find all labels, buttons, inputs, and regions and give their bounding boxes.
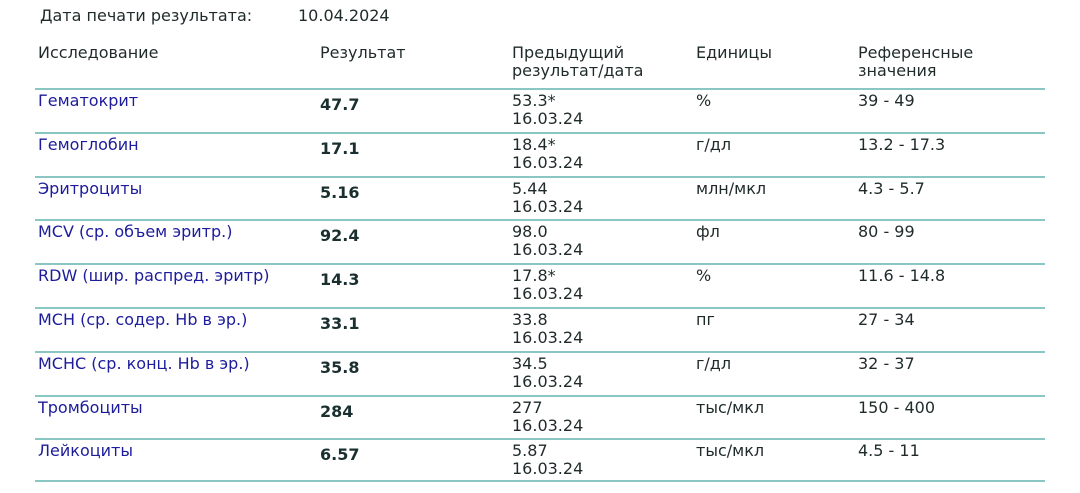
table-row: Лейкоциты 6.57 5.87 16.03.24 тыс/мкл 4.5 - 11 — [35, 438, 1045, 483]
test-result: 33.1 — [320, 313, 360, 333]
test-name: MCH (ср. содер. Hb в эр.) — [38, 309, 248, 329]
reference-range: 39 - 49 — [858, 91, 915, 110]
previous-date: 16.03.24 — [512, 459, 584, 479]
previous-value: 33.8 — [512, 309, 548, 329]
table-row: MCHC (ср. конц. Hb в эр.) 35.8 34.5 16.03.2… — [35, 350, 1045, 395]
reference-range: 80 - 99 — [858, 222, 915, 242]
table-row: Эритроциты 5.16 5.44 16.03.24 млн/мкл 4.3 - 5… — [35, 175, 1045, 220]
reference-range: 11.6 - 14.8 — [858, 266, 946, 286]
header-reference-line2: значения — [858, 61, 937, 80]
reference-range: 4.5 - 11 — [858, 441, 920, 461]
header-reference: Референсные значения — [858, 44, 1058, 80]
test-name: MCHC (ср. конц. Hb в эр.) — [38, 353, 250, 373]
test-result: 35.8 — [320, 357, 360, 377]
table-row: MCV (ср. объем эритр.) 92.4 98.0 16.03.24 фл… — [35, 219, 1045, 263]
previous-result: 5.87 16.03.24 — [512, 442, 682, 478]
previous-value: 53.3* — [512, 91, 556, 110]
previous-value: 5.44 — [512, 178, 548, 198]
header-result: Результат — [320, 43, 406, 62]
table-row: Гемоглобин 17.1 18.4* 16.03.24 г/дл 13.2 - 17… — [35, 131, 1045, 176]
test-units: тыс/мкл — [696, 397, 765, 417]
table-row: MCH (ср. содер. Hb в эр.) 33.1 33.8 16.03.2… — [35, 306, 1045, 351]
test-units: г/дл — [696, 353, 732, 373]
previous-value: 34.5 — [512, 353, 548, 373]
test-name: Гемоглобин — [38, 134, 139, 154]
previous-date: 16.03.24 — [512, 196, 584, 216]
previous-value: 277 — [512, 397, 543, 417]
previous-value: 98.0 — [512, 222, 548, 242]
previous-date: 16.03.24 — [512, 284, 584, 304]
test-units: пг — [696, 309, 715, 329]
previous-result: 34.5 16.03.24 — [512, 353, 682, 391]
header-reference-line1: Референсные — [858, 43, 974, 62]
table-row: RDW (шир. распред. эритр) 14.3 17.8* 16.03.… — [35, 263, 1045, 307]
previous-date: 16.03.24 — [512, 371, 584, 391]
previous-date: 16.03.24 — [512, 109, 584, 128]
previous-value: 17.8* — [512, 266, 556, 286]
previous-value: 5.87 — [512, 441, 548, 461]
previous-result: 17.8* 16.03.24 — [512, 267, 682, 303]
test-result: 284 — [320, 401, 354, 421]
previous-date: 16.03.24 — [512, 415, 584, 435]
previous-date: 16.03.24 — [512, 327, 584, 347]
previous-date: 16.03.24 — [512, 152, 584, 172]
table-row: Гематокрит 47.7 53.3* 16.03.24% 39 - 49 — [35, 88, 1045, 132]
test-units: % — [696, 91, 712, 110]
header-previous-line1: Предыдущий — [512, 43, 625, 62]
table-row: Тромбоциты 284 277 16.03.24 тыс/мкл 150 - 400 — [35, 394, 1045, 439]
test-units: г/дл — [696, 134, 732, 154]
test-name: Лейкоциты — [38, 441, 133, 461]
previous-result: 98.0 16.03.24 — [512, 223, 682, 259]
test-result: 5.16 — [320, 182, 360, 202]
print-date-value: 10.04.2024 — [298, 6, 390, 25]
test-units: фл — [696, 222, 720, 242]
header-previous: Предыдущий результат/дата — [512, 44, 682, 80]
previous-result: 53.3* 16.03.24 — [512, 92, 682, 128]
reference-range: 13.2 - 17.3 — [858, 134, 946, 154]
test-units: тыс/мкл — [696, 441, 765, 461]
test-result: 92.4 — [320, 226, 360, 246]
reference-range: 27 - 34 — [858, 309, 915, 329]
test-units: млн/мкл — [696, 178, 767, 198]
previous-result: 5.44 16.03.24 — [512, 178, 682, 216]
test-name: RDW (шир. распред. эритр) — [38, 266, 270, 286]
test-name: Тромбоциты — [38, 397, 143, 417]
previous-result: 33.8 16.03.24 — [512, 309, 682, 347]
test-name: Эритроциты — [38, 178, 143, 198]
header-name: Исследование — [38, 43, 159, 62]
print-date-label: Дата печати результата: — [40, 6, 253, 25]
header-previous-line2: результат/дата — [512, 61, 644, 80]
results-table: Гематокрит 47.7 53.3* 16.03.24% 39 - 49 Гемог… — [0, 88, 1080, 483]
test-result: 14.3 — [320, 270, 360, 290]
test-result: 17.1 — [320, 138, 360, 158]
test-result: 47.7 — [320, 95, 360, 114]
reference-range: 4.3 - 5.7 — [858, 178, 925, 198]
test-units: % — [696, 266, 712, 286]
previous-date: 16.03.24 — [512, 240, 584, 260]
reference-range: 32 - 37 — [858, 353, 915, 373]
previous-result: 277 16.03.24 — [512, 397, 682, 435]
previous-result: 18.4* 16.03.24 — [512, 134, 682, 172]
table-header: Исследование Результат Предыдущий резуль… — [0, 44, 1080, 88]
header-units: Единицы — [696, 43, 772, 62]
previous-value: 18.4* — [512, 134, 556, 154]
test-name: MCV (ср. объем эритр.) — [38, 222, 233, 242]
test-result: 6.57 — [320, 445, 360, 465]
test-name: Гематокрит — [38, 91, 139, 110]
reference-range: 150 - 400 — [858, 397, 936, 417]
